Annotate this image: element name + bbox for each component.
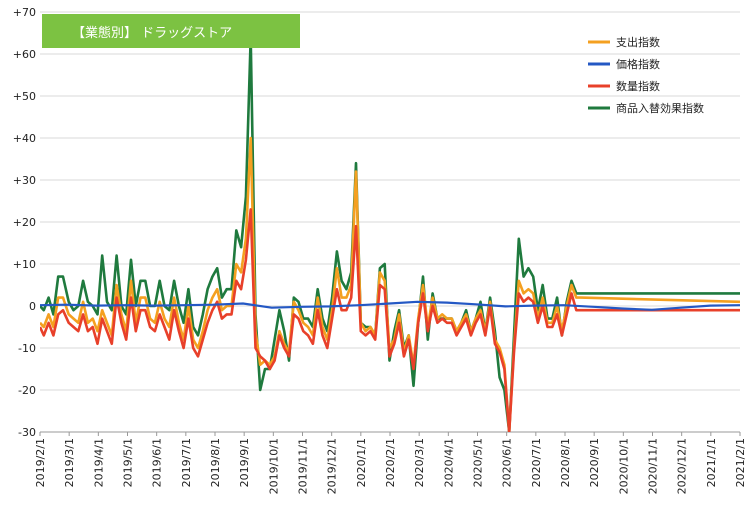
y-tick-label: -30 (18, 426, 36, 439)
x-tick-label: 2021/1/1 (705, 438, 718, 487)
x-tick-label: 2020/6/1 (501, 438, 514, 487)
x-tick-label: 2020/11/1 (647, 438, 660, 494)
y-tick-label: 0 (29, 300, 36, 313)
x-tick-label: 2019/12/1 (326, 438, 339, 494)
x-tick-label: 2019/7/1 (180, 438, 193, 487)
x-tick-label: 2019/11/1 (297, 438, 310, 494)
legend-label: 価格指数 (616, 57, 660, 71)
x-tick-label: 2021/2/1 (734, 438, 745, 487)
series-lines (40, 35, 740, 432)
y-tick-label: +60 (13, 48, 36, 61)
x-tick-label: 2020/5/1 (472, 438, 485, 487)
legend-label: 数量指数 (616, 79, 660, 93)
x-tick-label: 2019/8/1 (209, 438, 222, 487)
x-tick-label: 2020/8/1 (559, 438, 572, 487)
y-tick-label: -10 (18, 342, 36, 355)
chart-title: 【業態別】 ドラッグストア (72, 25, 232, 41)
x-tick-label: 2020/1/1 (355, 438, 368, 487)
x-tick-label: 2019/4/1 (92, 438, 105, 487)
y-tick-label: +70 (13, 6, 36, 19)
y-tick-label: +30 (13, 174, 36, 187)
x-tick-label: 2020/4/1 (442, 438, 455, 487)
x-tick-label: 2019/6/1 (151, 438, 164, 487)
y-tick-label: +20 (13, 216, 36, 229)
y-tick-label: +10 (13, 258, 36, 271)
x-tick-label: 2019/5/1 (122, 438, 135, 487)
x-tick-label: 2019/9/1 (238, 438, 251, 487)
x-tick-label: 2020/10/1 (617, 438, 630, 494)
x-tick-label: 2020/3/1 (413, 438, 426, 487)
x-tick-label: 2019/10/1 (267, 438, 280, 494)
x-tick-label: 2020/2/1 (384, 438, 397, 487)
chart-title-background (42, 14, 300, 48)
x-tick-label: 2019/3/1 (63, 438, 76, 487)
x-tick-label: 2020/9/1 (588, 438, 601, 487)
series-line-1 (40, 300, 740, 311)
y-axis-ticks: +70 +60 +50 +40 +30 +20 +10 0 -10 -20 -30 (13, 6, 36, 439)
legend-label: 商品入替効果指数 (616, 101, 704, 115)
x-axis-ticks: 2019/2/1 2019/3/1 2019/4/1 2019/5/1 2019/6/1… (34, 431, 745, 494)
legend-label: 支出指数 (616, 35, 660, 49)
x-tick-label: 2020/7/1 (530, 438, 543, 487)
x-tick-label: 2019/2/1 (34, 438, 47, 487)
y-tick-label: +40 (13, 132, 36, 145)
x-tick-label: 2020/12/1 (676, 438, 689, 494)
y-tick-label: +50 (13, 90, 36, 103)
grid-lines (40, 11, 740, 433)
y-tick-label: -20 (18, 384, 36, 397)
series-line-2 (40, 208, 740, 432)
chart-title-box: 【業態別】 ドラッグストア (42, 14, 300, 48)
